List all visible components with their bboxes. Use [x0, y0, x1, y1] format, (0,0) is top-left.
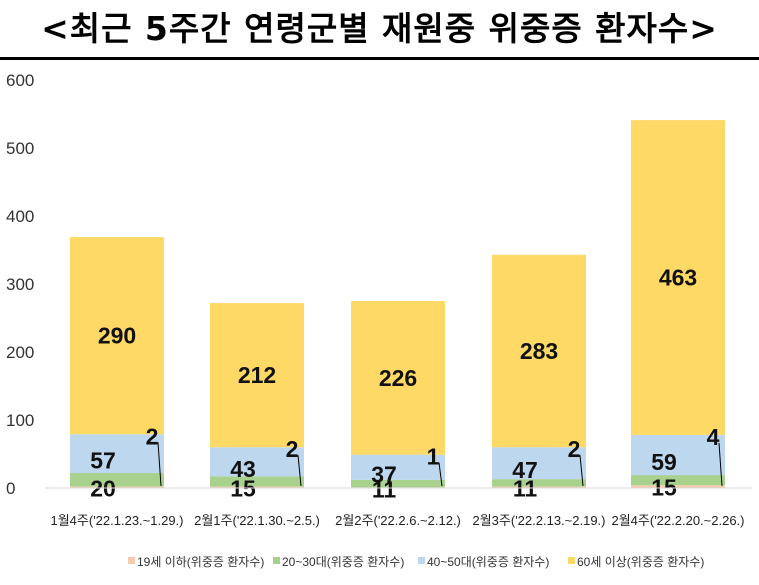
x-tick-label: 2월2주('22.2.6.~2.12.): [335, 513, 461, 528]
bar-segment-2: [210, 476, 304, 487]
bar-segment-2: [70, 473, 164, 487]
data-label: 226: [379, 365, 417, 391]
legend-swatch: [568, 557, 575, 564]
x-tick-label: 1월4주('22.1.23.~1.29.): [50, 513, 183, 528]
data-label: 2: [286, 436, 299, 462]
bar-segment-3: [492, 447, 586, 480]
data-label: 59: [651, 449, 677, 475]
bar-segment-1: [631, 485, 725, 488]
leader-line: [579, 455, 584, 487]
bar-segment-1: [210, 486, 304, 488]
data-label: 1: [427, 444, 440, 470]
data-label: 4: [707, 424, 720, 450]
bar-segment-4: [351, 301, 445, 455]
y-tick-label: 500: [6, 139, 34, 158]
y-tick-label: 300: [6, 275, 34, 294]
bar-segment-3: [210, 447, 304, 477]
bar-segment-1: [70, 486, 164, 488]
x-axis: 1월4주('22.1.23.~1.29.) 2월1주('22.1.30.~2.5.…: [45, 487, 752, 528]
leader-line: [438, 462, 443, 487]
data-label: 15: [651, 474, 677, 500]
bar-segment-1: [492, 486, 586, 488]
x-tick-label: 2월4주('22.2.20.~2.26.): [611, 513, 744, 528]
data-label: 463: [659, 265, 697, 291]
bar-segment-2: [631, 475, 725, 486]
data-label: 11: [372, 476, 397, 502]
y-tick-label: 600: [6, 71, 34, 90]
legend: 19세 이하(위중증 환자수) 20~30대(위중증 환자수) 40~50대(위중증…: [128, 555, 704, 569]
legend-label: 60세 이상(위중증 환자수): [577, 555, 704, 569]
data-label: 2: [146, 423, 159, 449]
data-label: 47: [512, 457, 538, 483]
x-tick-label: 2월3주('22.2.13.~2.19.): [472, 513, 605, 528]
data-label: 15: [230, 476, 256, 502]
data-label: 290: [98, 323, 136, 349]
data-label: 11: [513, 476, 538, 502]
title-underline: [0, 57, 759, 60]
page-title: <최근 5주간 연령군별 재원중 위중증 환자수>: [41, 9, 718, 48]
data-label: 2: [568, 436, 581, 462]
legend-label: 19세 이하(위중증 환자수): [137, 555, 264, 569]
bar-segment-4: [631, 120, 725, 435]
bar-segment-4: [70, 237, 164, 435]
bar-segment-4: [492, 254, 586, 448]
y-axis: 0 100 200 300 400 500 600: [6, 71, 34, 498]
leader-line: [157, 442, 162, 487]
bar-segment-4: [210, 303, 304, 448]
leader-line: [297, 455, 302, 487]
bar-segment-3: [70, 434, 164, 474]
data-label: 57: [90, 448, 116, 474]
legend-swatch: [273, 557, 280, 564]
data-label: 37: [371, 461, 397, 487]
legend-swatch: [418, 557, 425, 564]
x-tick-label: 2월1주('22.1.30.~2.5.): [194, 513, 320, 528]
data-label: 20: [90, 476, 116, 502]
legend-swatch: [128, 557, 135, 564]
data-label: 212: [238, 362, 276, 388]
legend-label: 20~30대(위중증 환자수): [282, 555, 404, 569]
data-label: 283: [520, 338, 558, 364]
legend-label: 40~50대(위중증 환자수): [427, 555, 549, 569]
y-tick-label: 0: [6, 479, 15, 498]
y-tick-label: 200: [6, 343, 34, 362]
bar-segment-2: [492, 479, 586, 487]
bar-segment-2: [351, 479, 445, 488]
data-label: 43: [230, 456, 256, 482]
leader-line: [718, 442, 723, 487]
y-tick-label: 400: [6, 207, 34, 226]
bar-segment-3: [351, 454, 445, 480]
y-tick-label: 100: [6, 411, 34, 430]
bar-segment-3: [631, 434, 725, 476]
